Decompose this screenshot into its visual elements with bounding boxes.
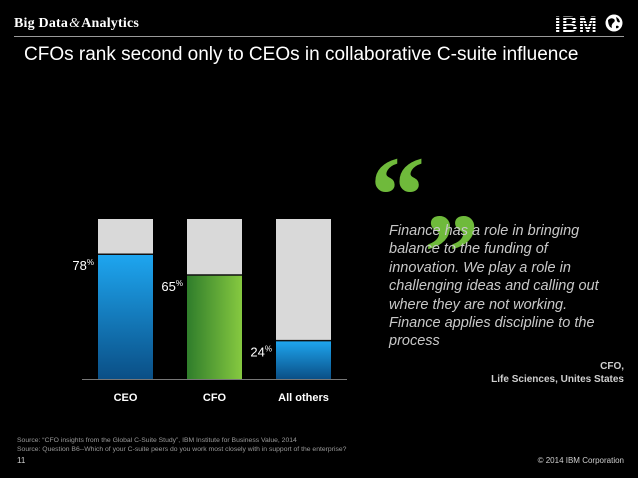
brand-part2: Analytics	[81, 16, 140, 31]
page-number: 11	[17, 456, 26, 465]
quote-text: Finance has a role in bringing balance t…	[389, 223, 599, 350]
attribution-industry: Life Sciences, Unites States	[491, 374, 624, 385]
quote-attribution: CFO, Life Sciences, Unites States	[491, 360, 624, 386]
bar-all-others	[276, 340, 331, 379]
globe-icon	[605, 14, 623, 32]
header-divider	[14, 36, 624, 37]
source-line: Source: Question B6--Which of your C-sui…	[17, 445, 347, 453]
brand-title: Big Data&Analytics	[14, 16, 139, 32]
source-line: Source: “CFO insights from the Global C-…	[17, 437, 297, 444]
attribution-role: CFO,	[600, 361, 624, 372]
brand-ampersand: &	[69, 16, 81, 31]
bar-ceo	[98, 254, 153, 379]
tick-label: All others	[278, 392, 329, 404]
brand-part1: Big Data	[14, 16, 69, 31]
data-label: 78%	[72, 258, 94, 273]
copyright: © 2014 IBM Corporation	[537, 456, 624, 465]
data-label: 65%	[161, 279, 183, 294]
bar-cfo	[187, 275, 242, 379]
page-title: CFOs rank second only to CEOs in collabo…	[24, 44, 579, 65]
source-note: Source: “CFO insights from the Global C-…	[17, 437, 346, 454]
tick-label: CEO	[114, 392, 138, 404]
quote-mark-icon: “„	[370, 134, 480, 256]
data-label: 24%	[250, 345, 272, 360]
ibm-logo: IBM	[554, 12, 598, 37]
tick-label: CFO	[203, 392, 227, 404]
